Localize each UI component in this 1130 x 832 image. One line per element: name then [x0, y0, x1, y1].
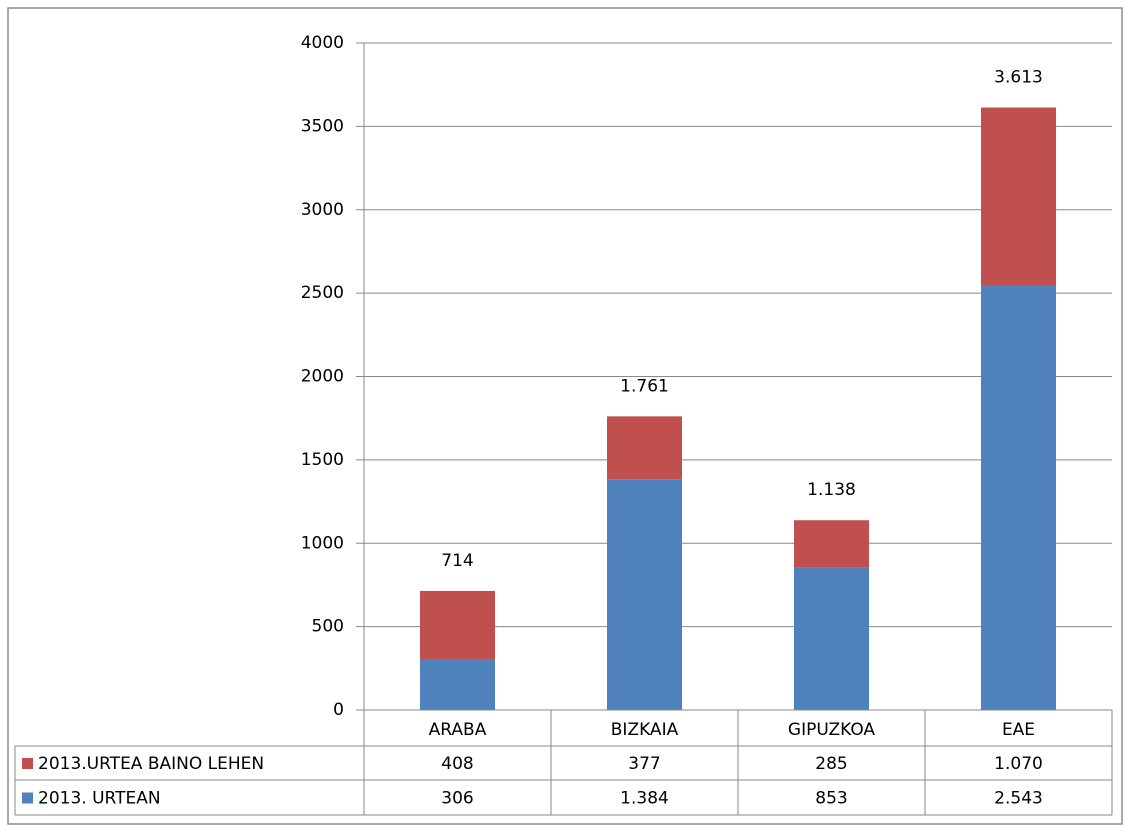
total-label: 714	[441, 551, 473, 571]
bar-segment	[420, 590, 495, 659]
x-tick-label: BIZKAIA	[611, 720, 679, 740]
y-tick-label: 4000	[301, 33, 344, 53]
y-tick-label: 500	[312, 617, 344, 637]
x-tick-label: EAE	[1002, 720, 1035, 740]
bar-segment	[794, 520, 869, 568]
bar-segment	[420, 658, 495, 710]
x-tick-label: ARABA	[429, 720, 487, 740]
total-label: 3.613	[994, 68, 1043, 88]
table-value: 1.070	[994, 754, 1043, 774]
chart-frame	[7, 7, 1123, 825]
total-label: 1.761	[620, 376, 669, 396]
legend-swatch	[22, 758, 33, 769]
legend-swatch	[22, 792, 33, 804]
y-tick-label: 1500	[301, 450, 344, 470]
table-value: 853	[815, 789, 847, 809]
bar-segment	[607, 479, 682, 710]
table-value: 1.384	[620, 789, 669, 809]
bar-segment	[607, 416, 682, 480]
table-value: 285	[815, 754, 847, 774]
table-value: 408	[441, 754, 473, 774]
table-value: 377	[628, 754, 660, 774]
bar-segment	[794, 567, 869, 710]
y-tick-label: 0	[333, 700, 344, 720]
y-tick-label: 1000	[301, 533, 344, 553]
x-tick-label: GIPUZKOA	[788, 720, 876, 740]
legend-label: 2013.URTEA BAINO LEHEN	[38, 754, 264, 774]
y-tick-label: 3000	[301, 200, 344, 220]
table-value: 2.543	[994, 789, 1043, 809]
bar-segment	[981, 285, 1056, 710]
table-value: 306	[441, 789, 473, 809]
y-tick-label: 2000	[301, 367, 344, 387]
total-label: 1.138	[807, 480, 856, 500]
y-tick-label: 2500	[301, 283, 344, 303]
y-tick-label: 3500	[301, 116, 344, 136]
bar-segment	[981, 107, 1056, 286]
legend-label: 2013. URTEAN	[38, 789, 161, 809]
